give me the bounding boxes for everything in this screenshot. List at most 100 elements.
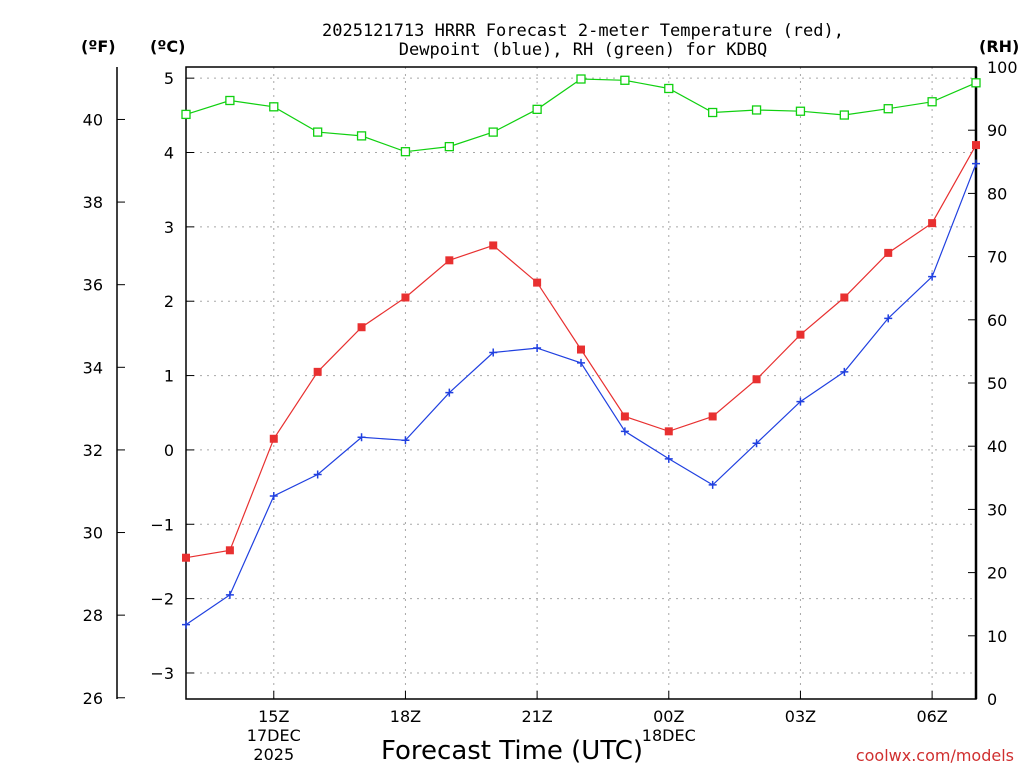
data-series bbox=[181, 74, 981, 629]
temperature-point bbox=[489, 241, 498, 250]
celsius-axis: −3 −2 −1 0 1 2 3 4 5 bbox=[150, 69, 194, 683]
rh-axis: 0 10 20 30 40 50 60 70 80 90 100 bbox=[968, 58, 1018, 709]
x-axis-label: Forecast Time (UTC) bbox=[381, 736, 643, 766]
temperature-point bbox=[972, 141, 980, 150]
rh-point bbox=[269, 102, 279, 112]
rh-tick-label: 50 bbox=[987, 374, 1007, 393]
dewpoint-point bbox=[533, 344, 542, 353]
temperature-point bbox=[664, 427, 673, 436]
dewpoint-point bbox=[708, 480, 717, 489]
celsius-tick-label: −1 bbox=[150, 515, 174, 534]
rh-tick-label: 10 bbox=[987, 627, 1007, 646]
fahrenheit-tick-label: 40 bbox=[83, 110, 103, 129]
chart-title-line1: 2025121713 HRRR Forecast 2-meter Tempera… bbox=[322, 21, 844, 41]
rh-point bbox=[927, 97, 937, 107]
dewpoint-point bbox=[313, 470, 322, 479]
fahrenheit-tick-label: 30 bbox=[83, 524, 103, 543]
temperature-point bbox=[796, 330, 805, 339]
time-tick-label: 17DEC bbox=[247, 726, 301, 745]
dewpoint-point bbox=[752, 439, 761, 448]
rh-point bbox=[444, 141, 454, 152]
rh-point bbox=[400, 147, 411, 157]
rh-point bbox=[708, 107, 718, 118]
temperature-point bbox=[533, 278, 542, 287]
rh-tick-label: 0 bbox=[987, 690, 997, 709]
rh-line bbox=[185, 78, 977, 153]
rh-tick-label: 100 bbox=[987, 58, 1018, 77]
time-tick-label: 15Z bbox=[258, 707, 289, 726]
fahrenheit-axis: 26 28 30 32 34 36 38 40 bbox=[83, 110, 125, 708]
temperature-point bbox=[182, 553, 190, 562]
temperature-point bbox=[884, 248, 893, 257]
rh-tick-label: 90 bbox=[987, 121, 1007, 140]
temperature-point bbox=[577, 345, 585, 354]
dewpoint-point bbox=[928, 272, 937, 281]
dewpoint-line bbox=[185, 163, 977, 626]
temperature-point bbox=[313, 367, 322, 376]
fahrenheit-tick-label: 34 bbox=[83, 358, 103, 377]
fahrenheit-tick-label: 36 bbox=[83, 276, 103, 295]
rh-point bbox=[839, 110, 849, 120]
time-tick-label: 18DEC bbox=[642, 726, 696, 745]
dewpoint-point bbox=[840, 367, 849, 376]
chart-title-line2: Dewpoint (blue), RH (green) for KDBQ bbox=[399, 40, 767, 60]
rh-tick-label: 80 bbox=[987, 184, 1007, 203]
fahrenheit-tick-label: 28 bbox=[83, 606, 103, 625]
rh-point bbox=[181, 109, 191, 120]
celsius-unit-label: (ºC) bbox=[150, 37, 185, 56]
time-tick-label: 21Z bbox=[521, 707, 552, 726]
celsius-tick-label: 1 bbox=[164, 367, 174, 386]
rh-point bbox=[795, 106, 806, 116]
celsius-tick-label: 3 bbox=[164, 218, 174, 237]
fahrenheit-tick-label: 32 bbox=[83, 441, 103, 460]
rh-point bbox=[883, 104, 893, 114]
temperature-point bbox=[225, 546, 234, 555]
temperature-point bbox=[840, 293, 849, 302]
dewpoint-point bbox=[796, 397, 805, 406]
dewpoint-point bbox=[884, 314, 893, 323]
time-tick-label: 18Z bbox=[390, 707, 421, 726]
fahrenheit-unit-label: (ºF) bbox=[81, 37, 116, 56]
temperature-point bbox=[401, 293, 410, 302]
dewpoint-point bbox=[357, 433, 366, 442]
temperature-point bbox=[620, 412, 629, 421]
temperature-point bbox=[445, 256, 454, 265]
rh-tick-label: 20 bbox=[987, 564, 1007, 583]
rh-unit-label: (RH) bbox=[979, 37, 1019, 56]
fahrenheit-tick-label: 26 bbox=[83, 689, 103, 708]
rh-tick-label: 70 bbox=[987, 248, 1007, 267]
rh-point bbox=[751, 105, 762, 115]
rh-point bbox=[488, 127, 498, 137]
rh-point bbox=[532, 104, 542, 114]
rh-point bbox=[971, 78, 981, 88]
celsius-tick-label: 5 bbox=[164, 69, 174, 88]
dewpoint-point bbox=[972, 159, 980, 168]
celsius-tick-label: −3 bbox=[150, 664, 174, 683]
dewpoint-point bbox=[489, 348, 498, 357]
rh-point bbox=[313, 127, 323, 137]
dewpoint-point bbox=[664, 454, 673, 463]
rh-point bbox=[225, 95, 235, 106]
rh-point bbox=[664, 83, 674, 94]
dewpoint-point bbox=[225, 590, 234, 599]
credit-link[interactable]: coolwx.com/models bbox=[856, 746, 1014, 765]
temperature-point bbox=[752, 375, 761, 384]
dewpoint-point bbox=[269, 492, 278, 501]
time-tick-label: 2025 bbox=[253, 745, 294, 764]
fahrenheit-tick-label: 38 bbox=[83, 193, 103, 212]
rh-tick-label: 30 bbox=[987, 500, 1007, 519]
celsius-tick-label: −2 bbox=[150, 590, 174, 609]
time-tick-label: 03Z bbox=[785, 707, 816, 726]
celsius-tick-label: 2 bbox=[164, 292, 174, 311]
plot-frame bbox=[185, 66, 977, 700]
time-tick-label: 06Z bbox=[916, 707, 947, 726]
rh-tick-label: 40 bbox=[987, 437, 1007, 456]
temperature-point bbox=[708, 412, 717, 421]
celsius-tick-label: 4 bbox=[164, 144, 174, 163]
dewpoint-point bbox=[401, 436, 410, 445]
celsius-tick-label: 0 bbox=[164, 441, 174, 460]
dewpoint-point bbox=[620, 427, 629, 436]
dewpoint-point bbox=[182, 620, 190, 629]
